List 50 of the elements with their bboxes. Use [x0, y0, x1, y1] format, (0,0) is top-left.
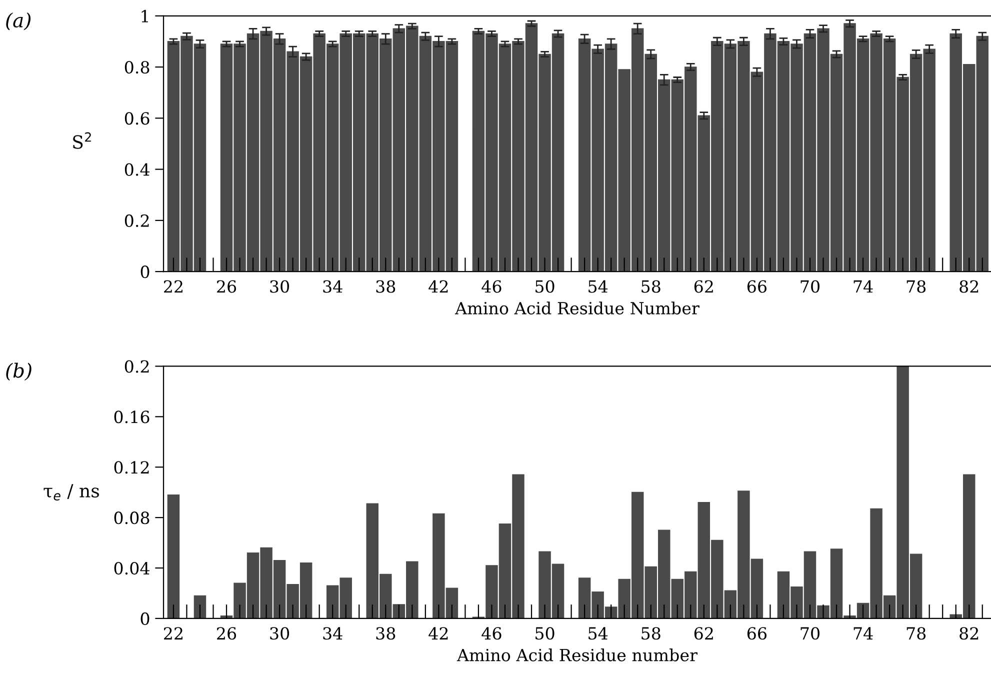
x-tick-label: 30	[270, 280, 290, 293]
y-tick-label: 0	[140, 266, 150, 278]
x-tick-label: 34	[323, 627, 342, 640]
x-tick-label: 34	[323, 280, 342, 293]
x-tick-label: 78	[906, 280, 926, 293]
y-tick-label: 0.2	[124, 214, 149, 227]
y-tick-label: 0.08	[114, 512, 150, 524]
x-tick-label: 46	[482, 280, 502, 293]
y-tick-label: 0.12	[114, 461, 149, 474]
x-tick-label: 54	[588, 627, 608, 640]
x-tick-label: 54	[588, 280, 608, 293]
x-tick-label: 30	[270, 627, 290, 640]
x-tick-label: 82	[960, 280, 978, 293]
x-tick-label: 70	[800, 627, 820, 640]
y-tick-label: 0.8	[124, 60, 150, 74]
x-tick-label: 82	[960, 627, 978, 640]
text: (b)	[6, 362, 32, 381]
x-axis-title: Amino Acid Residue number	[456, 648, 698, 662]
y-tick-label: 0.4	[124, 163, 150, 176]
text: (a)	[6, 12, 30, 30]
x-tick-label: 46	[482, 627, 502, 640]
y-tick-label: 1	[142, 10, 148, 22]
y-axis-title: τ$_{e}$ / ns	[44, 484, 99, 500]
y-tick-label: 0.16	[114, 410, 150, 424]
x-tick-label: 38	[376, 280, 396, 293]
x-tick-label: 58	[642, 627, 660, 640]
x-tick-label: 66	[747, 280, 766, 293]
x-tick-label: 50	[536, 280, 554, 293]
y-tick-label: 0	[140, 612, 150, 626]
x-tick-label: 22	[164, 627, 182, 640]
x-tick-label: 26	[217, 627, 236, 640]
y-tick-label: 0.6	[124, 112, 150, 125]
x-axis-title: Amino Acid Residue Number	[454, 302, 700, 314]
x-tick-label: 42	[428, 627, 448, 640]
y-tick-label: 0.2	[124, 360, 149, 373]
x-tick-label: 22	[164, 280, 182, 293]
x-tick-label: 58	[642, 280, 660, 293]
x-tick-label: 50	[536, 627, 554, 640]
x-tick-label: 42	[428, 280, 448, 293]
y-tick-label: 0.04	[114, 562, 150, 575]
x-tick-label: 26	[217, 280, 236, 293]
x-tick-label: 62	[694, 280, 713, 293]
y-axis-title: S$^{2}$	[73, 132, 91, 149]
x-tick-label: 62	[694, 627, 713, 640]
x-tick-label: 66	[747, 627, 766, 640]
x-tick-label: 74	[854, 627, 873, 640]
x-tick-label: 74	[854, 280, 873, 293]
x-tick-label: 38	[376, 627, 396, 640]
x-tick-label: 70	[800, 280, 820, 293]
x-tick-label: 78	[906, 627, 926, 640]
